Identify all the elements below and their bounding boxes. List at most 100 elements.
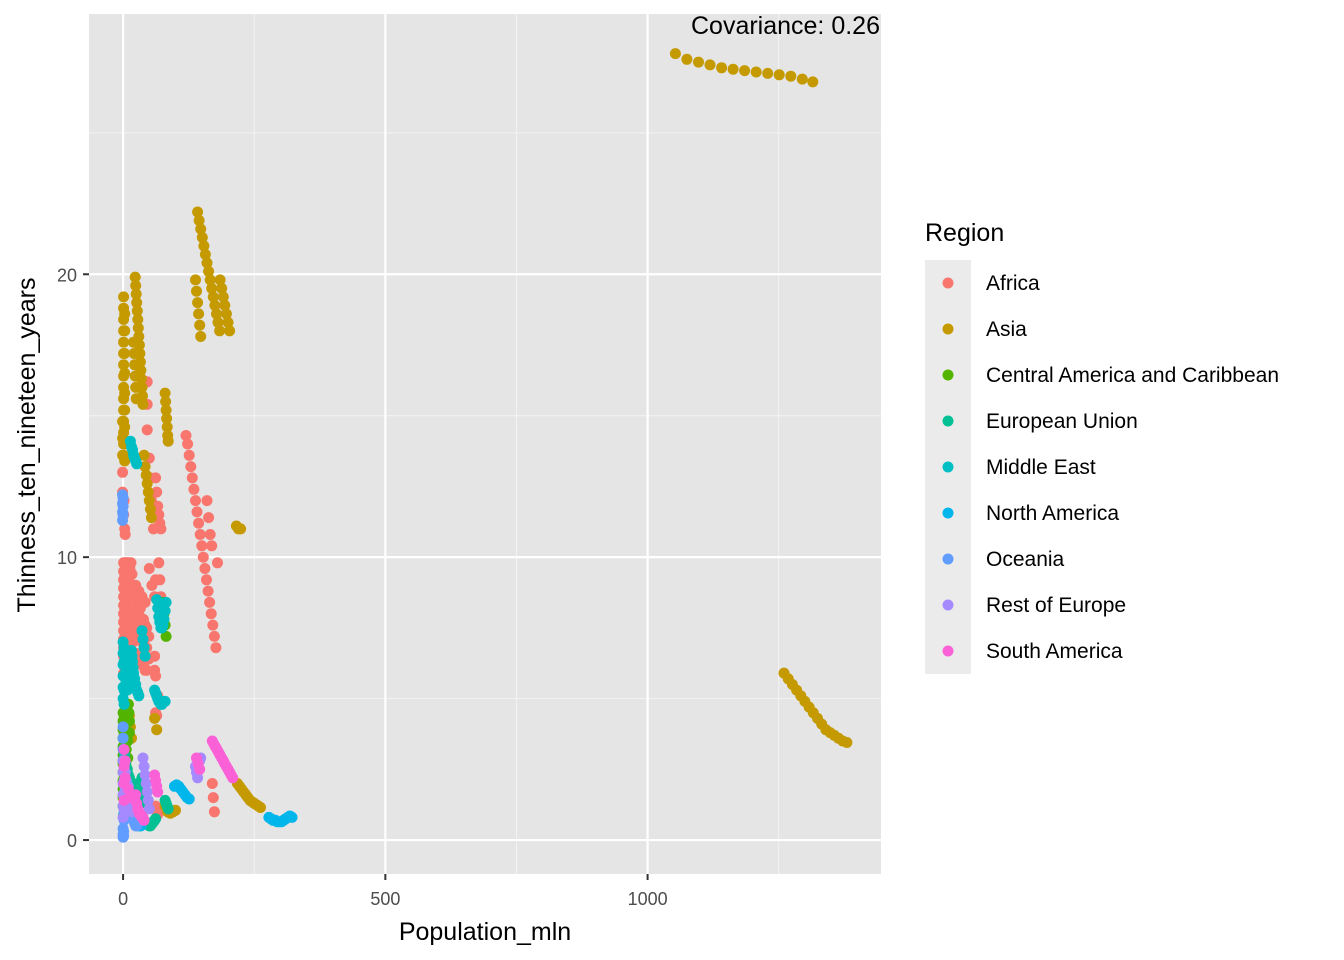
data-point-european-union: [150, 813, 162, 825]
data-point-africa: [151, 486, 163, 498]
data-point-south-america: [118, 744, 130, 755]
x-tick-label: 0: [118, 889, 128, 909]
data-point-rest-of-europe: [137, 752, 149, 764]
data-point-africa: [190, 495, 201, 507]
data-point-africa: [141, 664, 153, 676]
data-point-asia: [190, 274, 201, 286]
data-point-asia: [762, 67, 774, 79]
legend-label-africa: Africa: [986, 272, 1040, 295]
y-tick-label: 0: [67, 831, 77, 851]
data-point-south-america: [152, 786, 164, 798]
data-point-africa: [204, 596, 216, 608]
data-point-oceania: [117, 721, 129, 733]
data-point-asia: [681, 53, 693, 65]
data-point-asia: [195, 331, 207, 342]
legend-title: Region: [925, 219, 1004, 247]
data-point-oceania: [117, 500, 129, 512]
data-point-asia: [207, 291, 219, 303]
data-point-africa: [125, 557, 137, 569]
data-point-africa: [197, 551, 209, 563]
data-point-asia: [159, 387, 171, 399]
legend-entries: Africa Asia Central America and Caribbean E…: [942, 272, 1279, 663]
data-point-rest-of-europe: [141, 786, 153, 798]
data-point-asia: [196, 232, 208, 243]
data-point-africa: [149, 650, 161, 662]
legend-key-south-america: [942, 645, 954, 657]
legend-label-european-union: European Union: [986, 410, 1138, 433]
data-point-asia: [117, 449, 129, 461]
legend-key-rest-of-europe: [942, 599, 954, 611]
data-point-asia: [142, 486, 154, 498]
data-point-asia: [206, 282, 218, 294]
data-point-asia: [214, 325, 226, 337]
data-point-asia: [128, 336, 140, 348]
data-point-asia: [129, 370, 141, 382]
data-point-asia: [130, 381, 142, 393]
data-point-asia: [144, 503, 156, 515]
minor-gridlines: [89, 14, 881, 874]
data-point-asia: [235, 523, 247, 535]
data-point-rest-of-europe: [142, 794, 154, 806]
data-point-middle-east: [137, 633, 149, 645]
data-point-rest-of-europe: [117, 811, 129, 823]
data-point-asia: [194, 319, 206, 331]
legend: Region Africa Asia Central America and Car…: [925, 219, 1279, 674]
y-tick-label: 10: [57, 548, 77, 568]
data-point-africa: [207, 792, 219, 804]
data-point-asia: [255, 802, 266, 813]
data-point-middle-east: [159, 695, 171, 707]
data-point-africa: [203, 512, 215, 524]
data-point-middle-east: [158, 613, 170, 625]
data-point-asia: [128, 348, 140, 359]
data-point-africa: [191, 506, 203, 518]
legend-key-central-america-and-caribbean: [942, 369, 954, 381]
data-point-asia: [161, 413, 173, 424]
data-point-asia: [195, 223, 207, 235]
data-point-asia: [131, 305, 143, 317]
data-point-middle-east: [121, 684, 133, 696]
data-point-central-america-and-caribbean: [123, 707, 135, 719]
data-point-africa: [139, 596, 151, 608]
data-point-asia: [161, 421, 173, 433]
data-point-asia: [130, 280, 142, 292]
data-point-africa: [206, 778, 218, 789]
legend-key-european-union: [942, 415, 954, 427]
data-point-oceania: [117, 732, 129, 744]
data-point-africa: [180, 430, 192, 441]
data-point-rest-of-europe: [143, 803, 155, 815]
plot-panel: [89, 14, 881, 874]
data-point-asia: [773, 69, 785, 81]
y-tick-label: 20: [57, 265, 77, 285]
data-point-asia: [119, 348, 131, 359]
data-point-asia: [130, 288, 142, 300]
data-point-oceania: [118, 830, 130, 842]
data-point-africa: [206, 540, 218, 552]
data-point-africa: [207, 619, 219, 631]
x-tick-label: 1000: [628, 889, 668, 909]
data-point-asia: [141, 478, 153, 490]
data-point-asia: [727, 63, 739, 75]
data-point-asia: [131, 297, 143, 309]
data-point-africa: [194, 529, 206, 540]
data-point-north-america: [286, 811, 298, 823]
data-point-south-america: [119, 772, 131, 784]
data-point-africa: [212, 557, 223, 569]
data-point-asia: [193, 308, 205, 320]
data-point-asia: [198, 240, 210, 252]
data-point-asia: [139, 461, 151, 473]
data-point-africa: [210, 642, 222, 654]
data-point-south-america: [227, 772, 239, 784]
data-point-asia: [129, 271, 141, 283]
data-point-asia: [841, 737, 853, 748]
data-point-oceania: [117, 492, 129, 504]
data-point-africa: [153, 557, 165, 569]
data-point-africa: [182, 438, 194, 450]
data-point-middle-east: [136, 625, 148, 637]
data-point-africa: [150, 472, 162, 484]
data-point-middle-east: [120, 676, 132, 688]
data-point-africa: [186, 472, 198, 484]
data-point-rest-of-europe: [139, 769, 151, 781]
x-axis-title: Population_mln: [399, 918, 571, 946]
data-point-middle-east: [159, 605, 171, 617]
data-point-asia: [216, 282, 228, 294]
